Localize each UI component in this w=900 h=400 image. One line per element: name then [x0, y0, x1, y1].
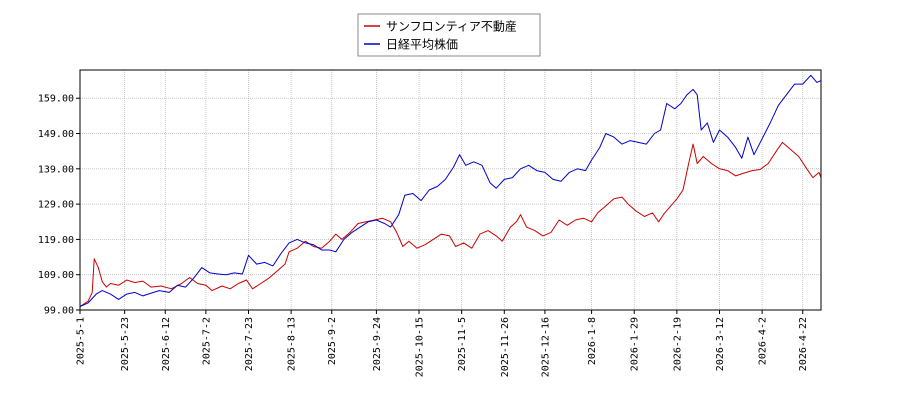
series-line-nikkei — [79, 74, 822, 307]
plot-frame — [79, 69, 822, 311]
x-tick-label: 2025-11-5 — [457, 317, 468, 371]
legend-box — [357, 13, 541, 57]
y-tick-label: 109.00 — [38, 270, 74, 281]
grid-lines — [79, 70, 821, 311]
y-tick-label: 149.00 — [38, 129, 74, 140]
x-tick-label: 2026-3-12 — [715, 317, 726, 371]
y-tick-label: 159.00 — [38, 94, 74, 105]
x-tick-label: 2026-4-2 — [758, 317, 769, 365]
legend-label: サンフロンティア不動産 — [386, 19, 517, 34]
legend-label: 日経平均株価 — [386, 37, 458, 52]
x-tick-label: 2025-5-1 — [76, 317, 87, 365]
x-tick-label: 2025-7-2 — [201, 317, 212, 365]
x-tick-label: 2026-1-8 — [587, 317, 598, 365]
x-tick-label: 2026-2-19 — [672, 317, 683, 371]
x-tick-label: 2026-4-22 — [798, 317, 809, 371]
y-tick-label: 139.00 — [38, 164, 74, 175]
x-axis: 2025-5-1 2025-5-23 2025-6-12 2025-7-2 2025-7… — [76, 310, 809, 377]
x-tick-label: 2025-5-23 — [120, 317, 131, 371]
x-tick-label: 2025-10-15 — [415, 317, 426, 377]
y-tick-label: 99.00 — [44, 306, 74, 317]
y-tick-label: 119.00 — [38, 235, 74, 246]
x-tick-label: 2025-9-24 — [372, 317, 383, 371]
x-tick-label: 2025-8-13 — [287, 317, 298, 371]
series-layer — [79, 74, 822, 307]
x-tick-label: 2025-9-2 — [327, 317, 338, 365]
x-tick-label: 2025-11-26 — [500, 317, 511, 377]
x-tick-label: 2025-12-16 — [540, 317, 551, 377]
x-tick-label: 2025-7-23 — [244, 317, 255, 371]
x-tick-label: 2026-1-29 — [630, 317, 641, 371]
series-line-sun-frontier — [79, 141, 822, 307]
y-axis: 99.00 109.00 119.00 129.00 139.00 149.00 159.0… — [38, 94, 80, 317]
x-tick-label: 2025-6-12 — [161, 317, 172, 371]
y-tick-label: 129.00 — [38, 200, 74, 211]
